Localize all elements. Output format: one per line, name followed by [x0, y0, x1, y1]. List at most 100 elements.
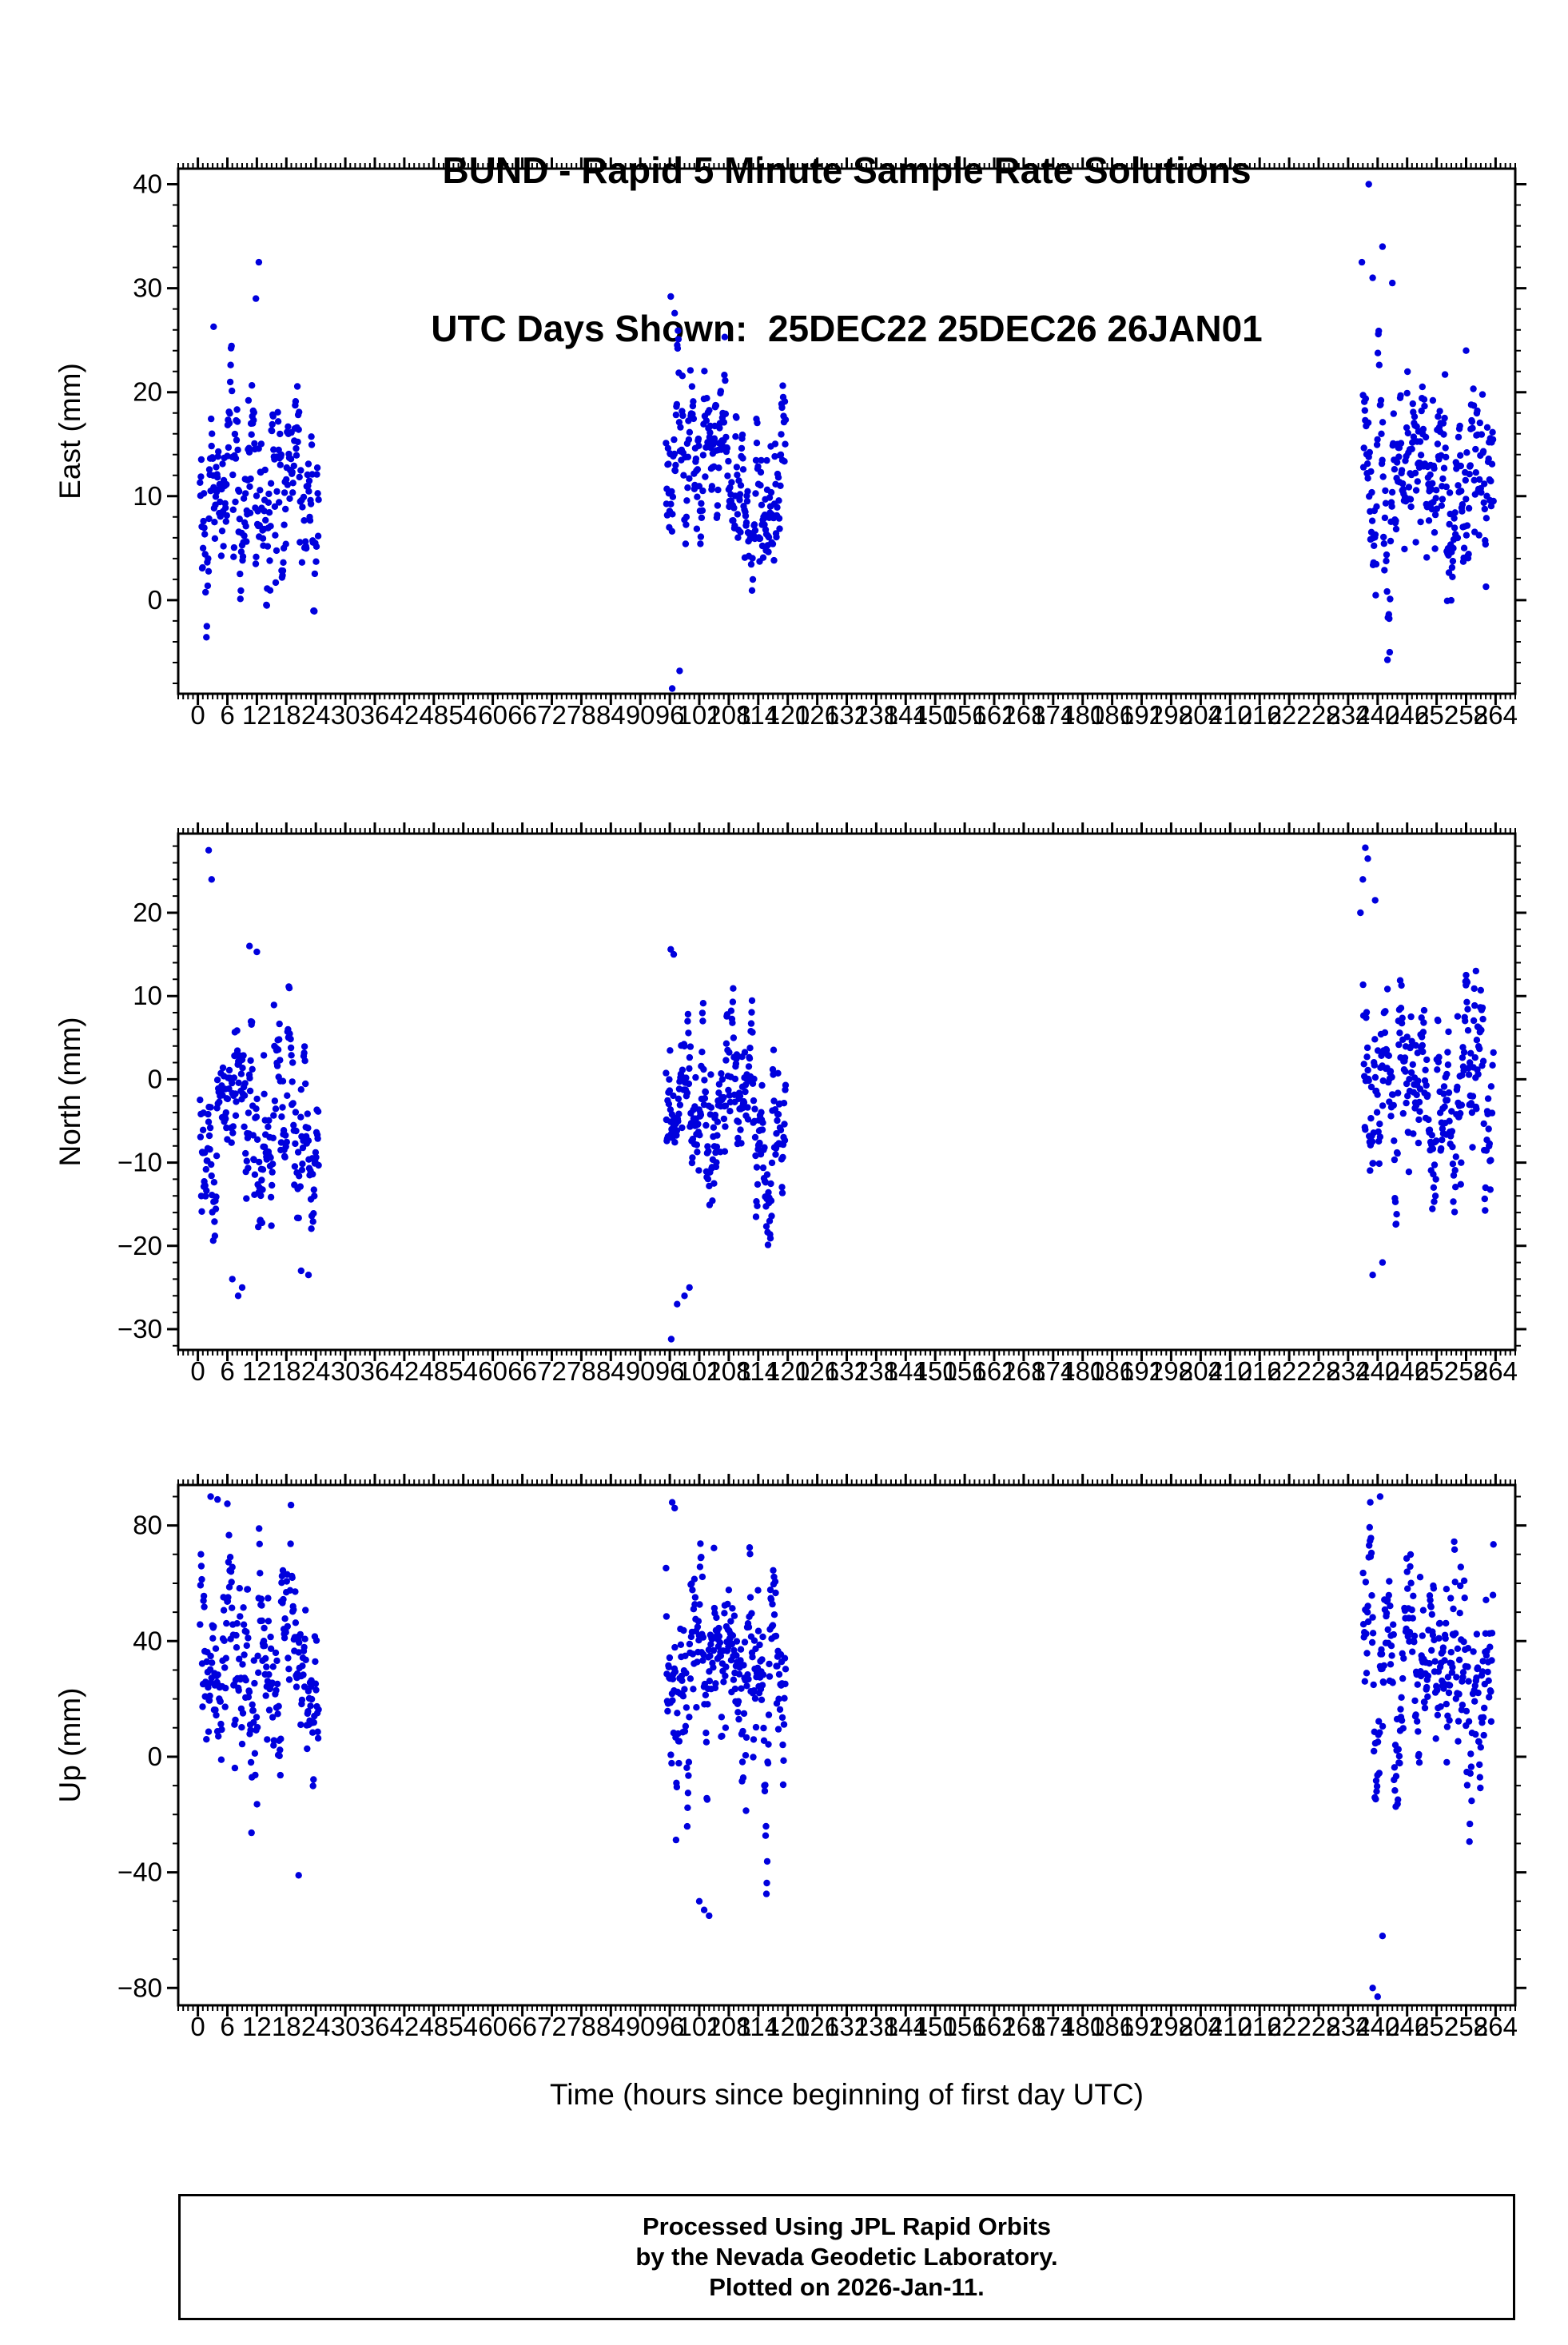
svg-text:198: 198: [1149, 1356, 1193, 1386]
up-axis-title: Up (mm): [54, 1688, 86, 1803]
svg-text:72: 72: [537, 2012, 567, 2041]
footer-line2: by the Nevada Geodetic Laboratory.: [635, 2243, 1058, 2271]
svg-text:90: 90: [626, 700, 655, 730]
svg-text:246: 246: [1385, 1356, 1429, 1386]
svg-text:42: 42: [390, 700, 420, 730]
svg-text:80: 80: [133, 1511, 162, 1540]
north-minor-ticks: [173, 828, 1521, 1356]
up-major-ticks: [167, 1474, 1526, 2017]
east-points: [197, 181, 1497, 692]
svg-text:168: 168: [1001, 700, 1045, 730]
svg-text:144: 144: [884, 700, 928, 730]
svg-text:6: 6: [220, 1356, 234, 1386]
svg-text:90: 90: [626, 2012, 655, 2041]
svg-text:216: 216: [1238, 1356, 1282, 1386]
svg-text:252: 252: [1415, 700, 1459, 730]
panel-north: 0 6 12 18 24 30 36 42 48 54 60 66 72 78 84 90 9610210811…: [54, 822, 1526, 1386]
svg-text:66: 66: [507, 2012, 537, 2041]
svg-text:66: 66: [507, 1356, 537, 1386]
north-xtick-labels: 0 6 12 18 24 30 36 42 48 54 60 66 72 78 84 90 9610210811…: [190, 1356, 1518, 1386]
figure-title: BUND - Rapid 5 Minute Sample Rate Soluti…: [178, 38, 1515, 460]
svg-text:198: 198: [1149, 2012, 1193, 2041]
svg-text:36: 36: [360, 2012, 390, 2041]
svg-text:246: 246: [1385, 700, 1429, 730]
east-minor-ticks: [173, 163, 1521, 699]
svg-text:48: 48: [419, 700, 448, 730]
svg-text:18: 18: [272, 2012, 301, 2041]
svg-text:18: 18: [272, 700, 301, 730]
svg-text:60: 60: [478, 1356, 507, 1386]
svg-text:240: 240: [1355, 2012, 1399, 2041]
svg-text:168: 168: [1001, 1356, 1045, 1386]
svg-text:216: 216: [1238, 700, 1282, 730]
svg-text:174: 174: [1031, 700, 1075, 730]
svg-text:20: 20: [133, 898, 162, 927]
svg-text:114: 114: [737, 1356, 779, 1386]
svg-text:48: 48: [419, 2012, 448, 2041]
svg-text:258: 258: [1444, 2012, 1488, 2041]
up-xtick-labels: 0 6 12 18 24 30 36 42 48 54 60 66 72 78 84 90 9610210811…: [190, 2012, 1518, 2041]
svg-text:96: 96: [655, 1356, 685, 1386]
svg-text:174: 174: [1031, 2012, 1075, 2041]
svg-text:−40: −40: [117, 1857, 162, 1887]
svg-text:30: 30: [331, 2012, 360, 2041]
svg-text:42: 42: [390, 2012, 420, 2041]
svg-text:162: 162: [972, 2012, 1016, 2041]
svg-text:192: 192: [1120, 700, 1164, 730]
svg-text:132: 132: [825, 2012, 869, 2041]
svg-text:210: 210: [1208, 1356, 1252, 1386]
svg-text:0: 0: [148, 1742, 162, 1771]
svg-text:162: 162: [972, 1356, 1016, 1386]
svg-text:84: 84: [596, 2012, 626, 2041]
svg-text:228: 228: [1296, 2012, 1340, 2041]
svg-text:24: 24: [301, 700, 331, 730]
svg-text:156: 156: [943, 2012, 987, 2041]
svg-text:120: 120: [766, 2012, 810, 2041]
svg-text:0: 0: [190, 2012, 205, 2041]
svg-text:54: 54: [448, 2012, 478, 2041]
svg-text:264: 264: [1474, 1356, 1518, 1386]
svg-text:0: 0: [148, 585, 162, 615]
svg-text:156: 156: [943, 1356, 987, 1386]
svg-text:126: 126: [795, 2012, 839, 2041]
up-ytick-labels: −80 −40 0 40 80: [117, 1511, 162, 2003]
svg-text:264: 264: [1474, 2012, 1518, 2041]
svg-text:42: 42: [390, 1356, 420, 1386]
svg-text:84: 84: [596, 700, 626, 730]
north-points: [197, 844, 1497, 1343]
svg-text:−80: −80: [117, 1973, 162, 2002]
svg-text:210: 210: [1208, 700, 1252, 730]
svg-text:−20: −20: [117, 1231, 162, 1260]
svg-text:180: 180: [1061, 2012, 1104, 2041]
svg-text:20: 20: [133, 377, 162, 407]
svg-text:84: 84: [596, 1356, 626, 1386]
svg-text:186: 186: [1090, 1356, 1134, 1386]
svg-text:168: 168: [1001, 2012, 1045, 2041]
svg-text:36: 36: [360, 700, 390, 730]
footer-line1: Processed Using JPL Rapid Orbits: [642, 2212, 1052, 2240]
svg-text:234: 234: [1326, 1356, 1370, 1386]
svg-text:246: 246: [1385, 2012, 1429, 2041]
svg-text:54: 54: [448, 700, 478, 730]
svg-text:0: 0: [148, 1064, 162, 1093]
east-frame: [177, 167, 1517, 695]
east-ytick-labels: 0 10 20 30 40: [133, 169, 162, 615]
svg-text:6: 6: [220, 2012, 234, 2041]
svg-text:10: 10: [133, 981, 162, 1010]
svg-text:174: 174: [1031, 1356, 1075, 1386]
svg-text:30: 30: [133, 273, 162, 303]
north-major-ticks: [167, 822, 1526, 1361]
east-xtick-labels: 0 6 12 18 24 30 36 42 48 54 60 66 72 78 84 90 9610210811…: [190, 700, 1518, 730]
svg-text:30: 30: [331, 1356, 360, 1386]
svg-text:78: 78: [567, 700, 596, 730]
svg-text:132: 132: [825, 1356, 869, 1386]
svg-text:216: 216: [1238, 2012, 1282, 2041]
svg-text:180: 180: [1061, 1356, 1104, 1386]
svg-text:120: 120: [766, 1356, 810, 1386]
svg-text:144: 144: [884, 1356, 928, 1386]
svg-text:228: 228: [1296, 1356, 1340, 1386]
svg-text:162: 162: [972, 700, 1016, 730]
svg-text:0: 0: [190, 1356, 205, 1386]
svg-text:204: 204: [1179, 700, 1223, 730]
